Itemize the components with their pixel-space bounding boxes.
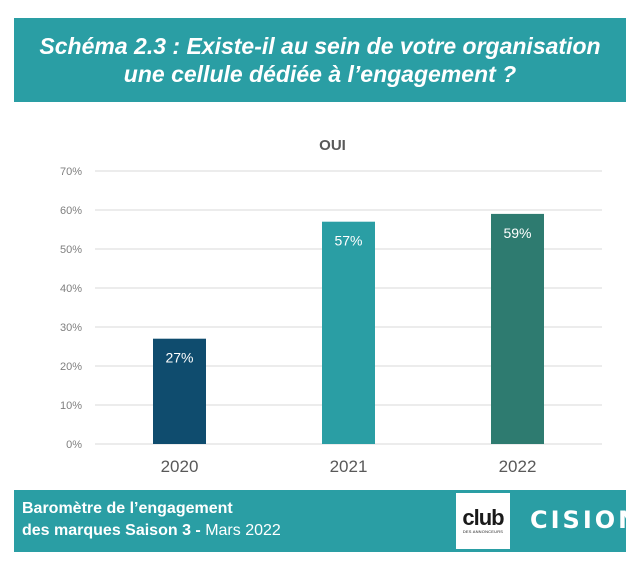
bar (491, 213, 544, 444)
y-tick-label: 40% (60, 283, 82, 295)
page-title: Schéma 2.3 : Existe-il au sein de votre … (20, 32, 620, 88)
y-tick-label: 70% (60, 166, 82, 178)
club-logo-word: club (462, 505, 504, 530)
data-label: 59% (503, 225, 531, 241)
footer-line1: Baromètre de l’engagement (22, 500, 233, 517)
y-tick-label: 60% (60, 205, 82, 217)
bar (322, 221, 375, 444)
page-title-line2: une cellule dédiée à l’engagement ? (123, 61, 517, 87)
footer-banner: Baromètre de l’engagement des marques Sa… (14, 490, 638, 552)
y-tick-label: 10% (60, 400, 82, 412)
chart-title: OUI (319, 137, 346, 154)
y-tick-label: 50% (60, 244, 82, 256)
y-tick-label: 20% (60, 361, 82, 373)
data-label: 27% (165, 350, 193, 366)
footer-line2-date: Mars 2022 (205, 522, 281, 539)
page-title-line1: Schéma 2.3 : Existe-il au sein de votre … (39, 33, 601, 59)
bar (153, 338, 206, 444)
footer-text: Baromètre de l’engagement des marques Sa… (22, 498, 281, 542)
y-tick-label: 30% (60, 322, 82, 334)
data-label: 57% (334, 233, 362, 249)
bar-chart: OUI 0% 10% 20% 30% 40% 50% 60% 70% 27% 2020 57% 2021… (60, 137, 602, 476)
x-tick-label: 2020 (161, 457, 199, 476)
cision-logo: CISION (530, 506, 640, 534)
title-banner: Schéma 2.3 : Existe-il au sein de votre … (14, 18, 626, 102)
x-tick-label: 2022 (499, 457, 537, 476)
x-tick-label: 2021 (330, 457, 368, 476)
club-des-annonceurs-logo: club DES ANNONCEURS (456, 493, 510, 549)
y-tick-label: 0% (66, 439, 82, 451)
club-logo-subtitle: DES ANNONCEURS (462, 529, 504, 534)
footer-line2-bold: des marques Saison 3 - (22, 522, 206, 539)
